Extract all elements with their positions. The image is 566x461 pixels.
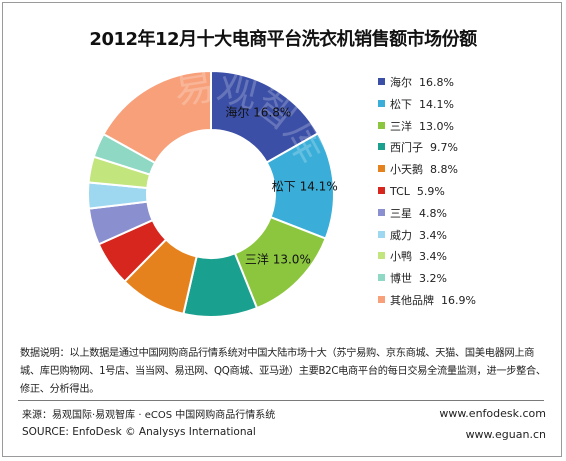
legend-swatch bbox=[378, 208, 385, 216]
legend-swatch bbox=[378, 295, 385, 303]
legend-label: 海尔 16.8% bbox=[390, 76, 454, 89]
source-cn: 来源：易观国际·易观智库 · eCOS 中国网购商品行情系统 bbox=[22, 410, 276, 421]
legend-swatch bbox=[378, 78, 385, 85]
data-note: 数据说明：以上数据是通过中国网购商品行情系统对中国大陆市场十大（苏宁易购、京东商… bbox=[20, 348, 546, 395]
legend-swatch bbox=[378, 252, 385, 260]
legend-item: 博世 3.2% bbox=[378, 273, 476, 295]
legend-swatch bbox=[378, 99, 385, 107]
legend-item: TCL 5.9% bbox=[378, 184, 476, 208]
chart-title: 2012年12月十大电商平台洗衣机销售额市场份额 bbox=[89, 29, 477, 50]
legend-label: TCL 5.9% bbox=[390, 184, 445, 198]
legend-swatch bbox=[378, 143, 385, 151]
slice-label: 三洋 13.0% bbox=[245, 252, 311, 267]
legend-item: 三星 4.8% bbox=[378, 206, 476, 230]
url-eguan: www.eguan.cn bbox=[465, 428, 546, 441]
legend-label: 西门子 9.7% bbox=[390, 141, 458, 155]
slice-label: 海尔 16.8% bbox=[225, 104, 291, 119]
chart-legend: 海尔 16.8% 松下 14.1% 三洋 13.0% 西门子 9.7% 小天鹅 8.8%… bbox=[378, 77, 476, 317]
legend-item: 三洋 13.0% bbox=[378, 119, 476, 143]
legend-label: 三星 4.8% bbox=[390, 206, 447, 220]
legend-swatch bbox=[378, 121, 385, 129]
legend-item: 松下 14.1% bbox=[378, 97, 476, 121]
watermark-char: 易 bbox=[171, 62, 218, 114]
legend-label: 小天鹅 8.8% bbox=[390, 163, 458, 177]
legend-swatch bbox=[378, 274, 385, 282]
legend-label: 三洋 13.0% bbox=[390, 119, 454, 133]
legend-label: 小鸭 3.4% bbox=[390, 250, 447, 264]
legend-label: 威力 3.4% bbox=[390, 228, 447, 242]
legend-label: 其他品牌 16.9% bbox=[390, 293, 476, 307]
legend-swatch bbox=[378, 186, 385, 194]
legend-item: 威力 3.4% bbox=[378, 228, 476, 252]
legend-item: 其他品牌 16.9% bbox=[378, 293, 476, 317]
legend-label: 松下 14.1% bbox=[390, 97, 454, 111]
legend-item: 西门子 9.7% bbox=[378, 142, 476, 164]
legend-item: 海尔 16.8% bbox=[378, 77, 476, 99]
slice-11 bbox=[102, 69, 212, 165]
legend-swatch bbox=[378, 230, 385, 238]
legend-label: 博世 3.2% bbox=[390, 272, 447, 286]
url-enfodesk: www.enfodesk.com bbox=[439, 407, 546, 420]
legend-swatch bbox=[378, 165, 385, 173]
slice-label: 松下 14.1% bbox=[272, 180, 338, 194]
legend-item: 小鸭 3.4% bbox=[378, 251, 476, 273]
source-en: SOURCE: EnfoDesk © Analysys Internationa… bbox=[22, 426, 256, 438]
legend-item: 小天鹅 8.8% bbox=[378, 164, 476, 186]
divider bbox=[18, 400, 544, 401]
